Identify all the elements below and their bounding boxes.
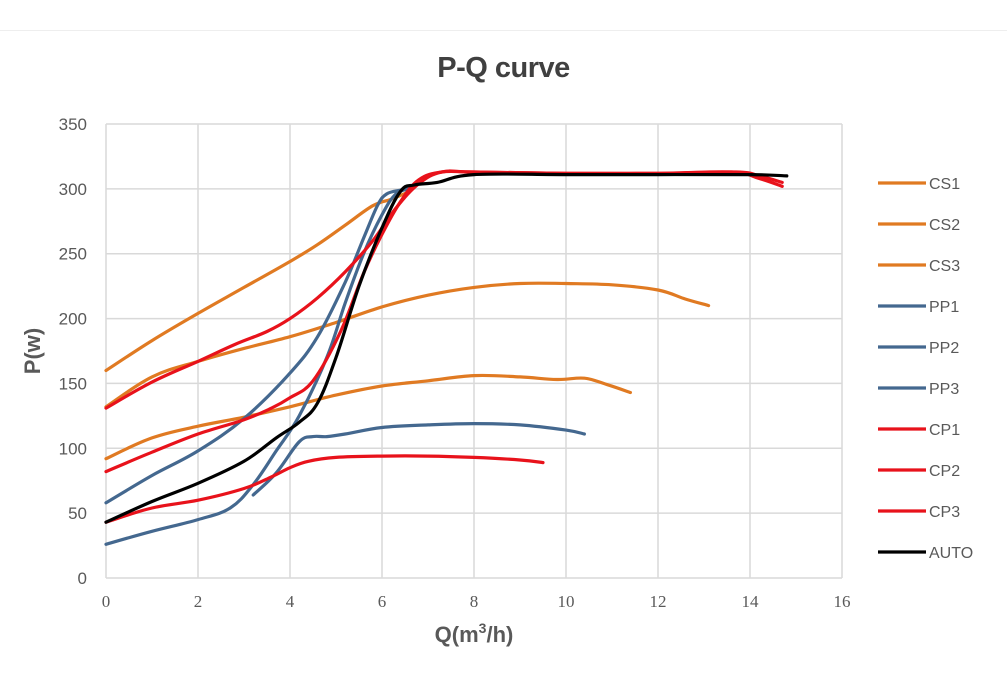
series-line-auto [104,172,789,524]
y-tick-label: 150 [59,374,87,393]
x-tick-label: 0 [102,592,111,611]
y-tick-label: 0 [78,569,87,588]
y-tick-labels: 0 50 100 150 200 250 300 350 [59,115,87,588]
x-tick-label: 12 [650,592,667,611]
legend-entry-cp3: CP3 [878,504,960,521]
series-line-pp1 [104,187,412,505]
x-axis-label: Q(m3/h) [435,620,514,647]
top-divider [0,30,1007,31]
legend-label: PP2 [929,340,959,357]
legend-label: PP3 [929,381,959,398]
legend-label: CP2 [929,463,960,480]
y-tick-label: 50 [68,504,87,523]
x-tick-label: 16 [834,592,851,611]
y-tick-label: 350 [59,115,87,134]
legend-label: AUTO [929,545,973,562]
x-tick-label: 6 [378,592,387,611]
legend-entry-cp2: CP2 [878,463,960,480]
legend-entry-cp1: CP1 [878,422,960,439]
series-line-pp3 [251,422,586,497]
legend-label: CP1 [929,422,960,439]
x-tick-label: 8 [470,592,479,611]
series-line-cp2 [104,169,784,474]
x-tick-label: 4 [286,592,295,611]
legend-label: CP3 [929,504,960,521]
series-line-cp1 [104,169,784,410]
x-tick-label: 2 [194,592,203,611]
legend-entry-cs3: CS3 [878,258,960,275]
x-tick-label: 10 [558,592,575,611]
legend-entry-cs1: CS1 [878,176,960,193]
series-line-cp3 [104,454,545,524]
grid [105,123,843,579]
y-tick-label: 250 [59,245,87,264]
legend-label: CS1 [929,176,960,193]
y-axis-label: P(w) [20,328,45,374]
legend: CS1 CS2 CS3 PP1 PP2 PP3 CP1 CP2 CP3 AUTO [878,176,973,562]
y-tick-label: 200 [59,310,87,329]
series-line-cs1 [104,189,412,373]
series-line-cs2 [104,281,711,409]
series-line-pp2 [104,187,412,546]
x-tick-label: 14 [742,592,760,611]
legend-label: CS3 [929,258,960,275]
legend-entry-pp3: PP3 [878,381,959,398]
legend-entry-auto: AUTO [878,545,973,562]
series-lines [104,169,789,546]
x-tick-labels: 0 2 4 6 8 10 12 14 16 [102,592,851,611]
legend-entry-pp1: PP1 [878,299,959,316]
legend-entry-pp2: PP2 [878,340,959,357]
legend-label: CS2 [929,217,960,234]
legend-label: PP1 [929,299,959,316]
legend-entry-cs2: CS2 [878,217,960,234]
y-tick-label: 100 [59,439,87,458]
y-tick-label: 300 [59,180,87,199]
chart-title: P-Q curve [437,52,570,84]
series-line-cs3 [104,373,632,461]
